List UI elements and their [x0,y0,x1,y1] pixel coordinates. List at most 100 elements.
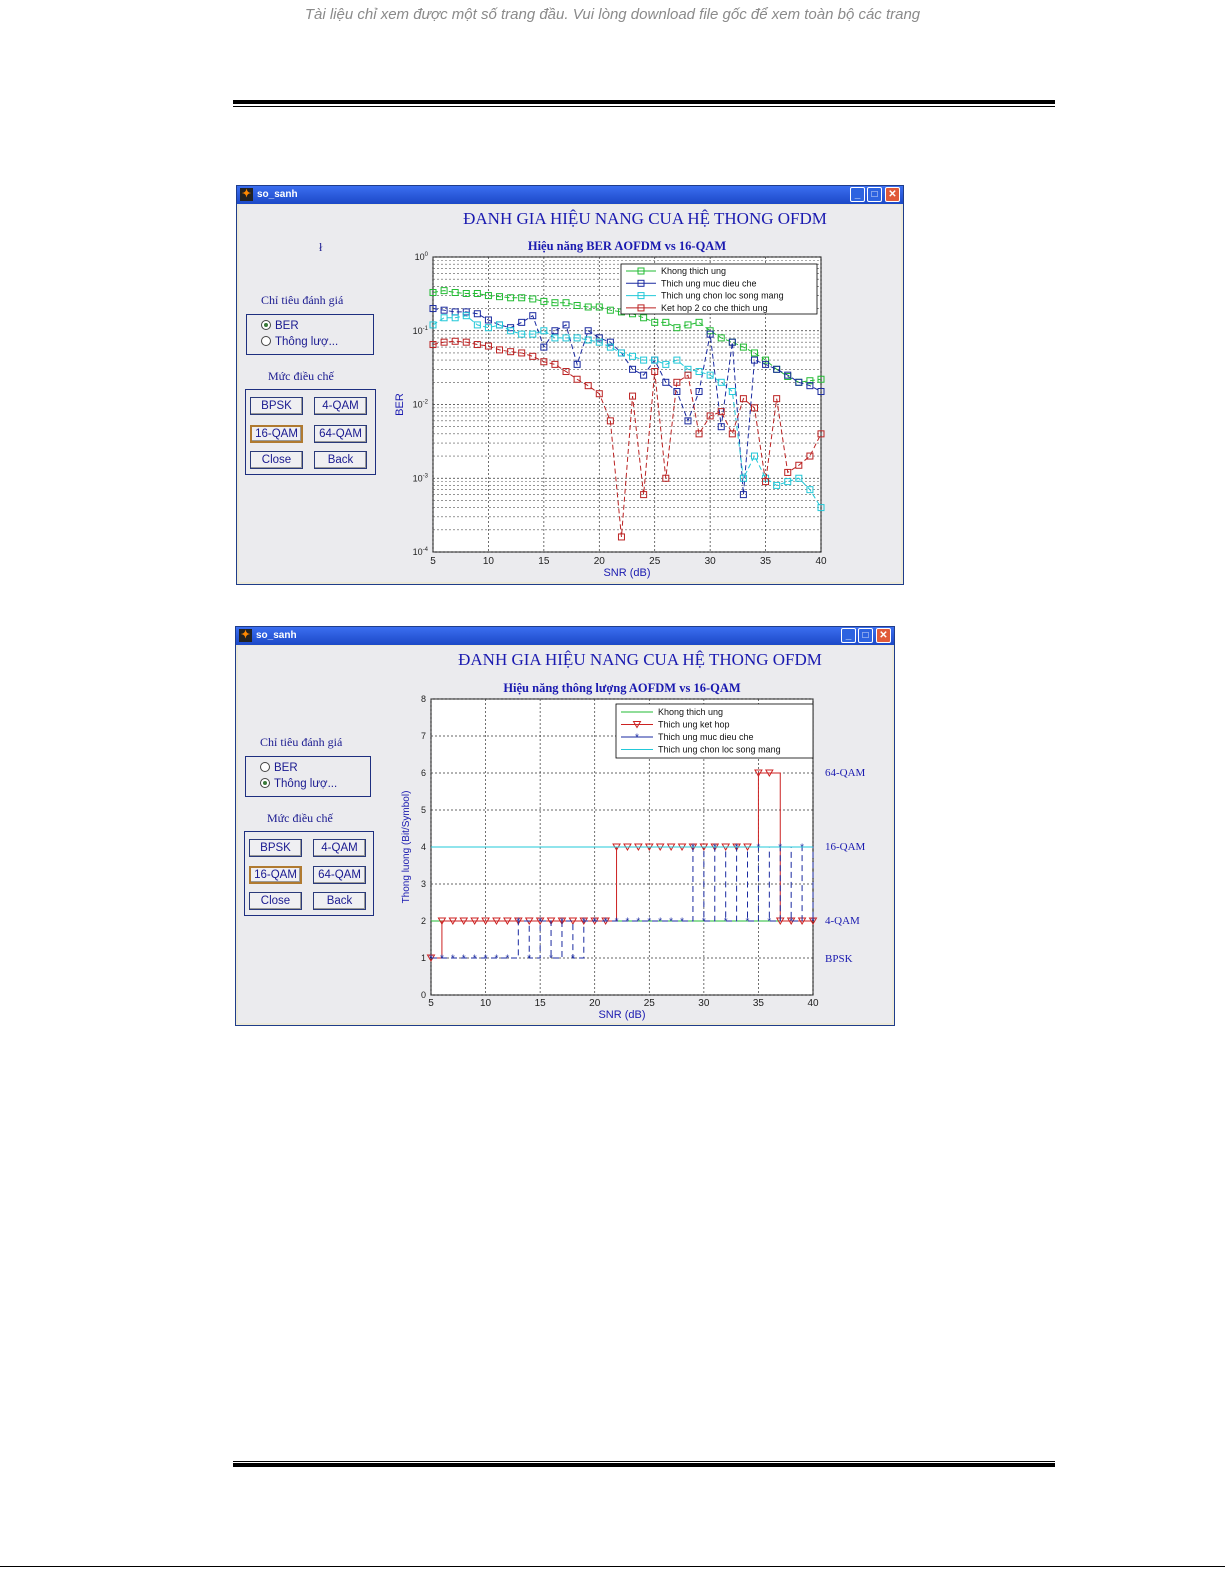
minimize-button[interactable]: _ [841,628,856,643]
x-tick-label: 20 [589,998,601,1009]
data-point [750,356,758,364]
data-point [717,334,725,342]
data-point [551,327,559,335]
16qam-button[interactable]: 16-QAM [250,425,303,443]
radio-dot [260,778,270,788]
y-tick-label: 10-2 [413,400,429,410]
data-point: * [811,917,815,928]
radio-dot [260,762,270,772]
data-point [513,917,523,925]
data-point: * [789,917,793,928]
close-button[interactable]: Close [249,892,302,910]
x-tick-label: 25 [644,998,656,1009]
legend-entry: Thich ung chon loc song mang [661,291,784,301]
16qam-button[interactable]: 16-QAM [249,866,302,884]
close-window-button[interactable]: ✕ [876,628,891,643]
bpsk-button[interactable]: BPSK [249,839,302,857]
data-point [629,365,637,373]
window-titlebar[interactable]: ✦ so_sanh _ □ ✕ [236,627,894,645]
y-tick-label: 2 [421,916,426,926]
data-point [750,349,758,357]
criteria-group: BER Thông lượ... [245,756,371,797]
radio-ber[interactable]: BER [261,320,299,332]
legend-entry: Khong thich ung [658,707,723,717]
data-point [817,388,825,396]
close-window-button[interactable]: ✕ [885,187,900,202]
radio-label: BER [275,320,299,332]
data-point [739,491,747,499]
radio-ber[interactable]: BER [260,762,298,774]
maximize-button[interactable]: □ [867,187,882,202]
data-point [496,346,504,354]
window-titlebar[interactable]: ✦ so_sanh _ □ ✕ [237,186,903,204]
level-label: BPSK [825,953,853,965]
preview-notice: Tài liệu chỉ xem được một số trang đầu. … [304,6,921,23]
4qam-button[interactable]: 4-QAM [313,839,366,857]
matlab-icon: ✦ [239,629,252,642]
data-point [573,360,581,368]
64qam-button[interactable]: 64-QAM [314,425,367,443]
y-tick-label: 0 [421,990,426,1000]
radio-dot [261,320,271,330]
data-point: * [767,917,771,928]
x-tick-label: 15 [538,556,550,567]
header-rule [233,100,1055,104]
data-point: * [593,917,597,928]
data-point [584,303,592,311]
data-point [440,314,448,322]
y-tick-label: 1 [421,953,426,963]
data-point: * [582,917,586,928]
x-tick-label: 25 [649,556,661,567]
bpsk-button[interactable]: BPSK [250,397,303,415]
data-point [518,318,526,326]
data-point [484,292,492,300]
data-point: * [800,843,804,854]
minimize-button[interactable]: _ [850,187,865,202]
data-point: * [495,954,499,965]
radio-throughput[interactable]: Thông lượ... [261,336,338,348]
data-point: * [713,843,717,854]
modulation-label: Mức điều chế [268,369,334,383]
series-line [432,340,822,537]
4qam-button[interactable]: 4-QAM [314,397,367,415]
modulation-label: Mức điều chế [267,811,333,825]
data-point: * [735,843,739,854]
back-button[interactable]: Back [314,451,367,469]
data-point [484,342,492,350]
data-point [806,382,814,390]
radio-throughput[interactable]: Thông lượ... [260,778,337,790]
data-point [546,917,556,925]
x-axis-label: SNR (dB) [598,1009,645,1021]
radio-label: BER [274,762,298,774]
modulation-group: BPSK 4-QAM 16-QAM 64-QAM Close Back [244,831,374,916]
data-point [662,360,670,368]
data-point [640,371,648,379]
close-button[interactable]: Close [250,451,303,469]
level-label: 4-QAM [825,915,860,927]
data-point [529,312,537,320]
64qam-button[interactable]: 64-QAM [313,866,366,884]
legend-marker [637,292,645,300]
data-point [518,349,526,357]
data-point: * [669,917,673,928]
data-point [473,289,481,297]
data-point [562,368,570,376]
data-point [651,318,659,326]
data-point [518,294,526,302]
back-button[interactable]: Back [313,892,366,910]
data-point [662,474,670,482]
data-point: * [604,917,608,928]
series-line [432,315,822,508]
data-point [808,917,818,925]
y-tick-label: 7 [421,731,426,741]
y-tick-label: 10-4 [413,547,429,557]
data-point [706,371,714,379]
data-point [629,392,637,400]
data-point [584,336,592,344]
data-point [773,395,781,403]
data-point: * [505,954,509,965]
maximize-button[interactable]: □ [858,628,873,643]
data-point [484,316,492,324]
data-point [540,343,548,351]
data-point [673,356,681,364]
